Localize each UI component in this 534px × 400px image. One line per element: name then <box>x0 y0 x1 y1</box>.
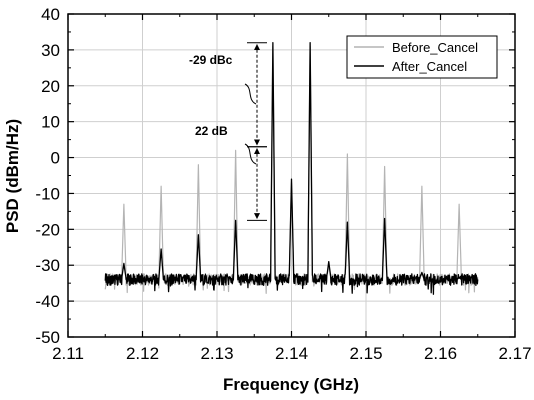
x-tick-label: 2.11 <box>52 344 84 363</box>
annotation-leader <box>244 143 257 165</box>
x-axis-title: Frequency (GHz) <box>223 375 359 394</box>
annotation-leader <box>244 83 257 105</box>
legend-label-before-cancel: Before_Cancel <box>392 40 478 55</box>
x-tick-label: 2.16 <box>424 344 457 363</box>
annotation-layer: -29 dBc 22 dB <box>189 42 267 221</box>
legend-box <box>346 35 498 79</box>
y-tick-label: -30 <box>35 256 60 275</box>
series-layer <box>104 42 479 295</box>
ticks: -50 -40 -30 -20 -10 0 10 20 30 40 2.11 2.12 2.13 2.14… <box>35 5 531 363</box>
y-tick-label: -50 <box>35 328 60 347</box>
x-tick-label: 2.12 <box>126 344 159 363</box>
x-tick-label: 2.14 <box>275 344 308 363</box>
y-tick-label: 30 <box>41 41 60 60</box>
y-tick-label: -10 <box>35 184 60 203</box>
annotation-label: -29 dBc <box>189 53 233 67</box>
legend: Before_Cancel After_Cancel <box>346 35 498 79</box>
series-line-after-cancel <box>104 42 479 295</box>
y-axis-title: PSD (dBm/Hz) <box>3 119 22 233</box>
x-tick-label: 2.15 <box>349 344 382 363</box>
y-tick-label: 0 <box>51 149 60 168</box>
annotation-label: 22 dB <box>195 124 228 138</box>
y-tick-label: -40 <box>35 292 60 311</box>
y-tick-label: 20 <box>41 77 60 96</box>
y-tick-label: 40 <box>41 5 60 24</box>
x-tick-label: 2.13 <box>200 344 233 363</box>
legend-label-after-cancel: After_Cancel <box>392 59 467 74</box>
y-tick-label: 10 <box>41 113 60 132</box>
y-tick-label: -20 <box>35 220 60 239</box>
x-tick-label: 2.17 <box>498 344 531 363</box>
